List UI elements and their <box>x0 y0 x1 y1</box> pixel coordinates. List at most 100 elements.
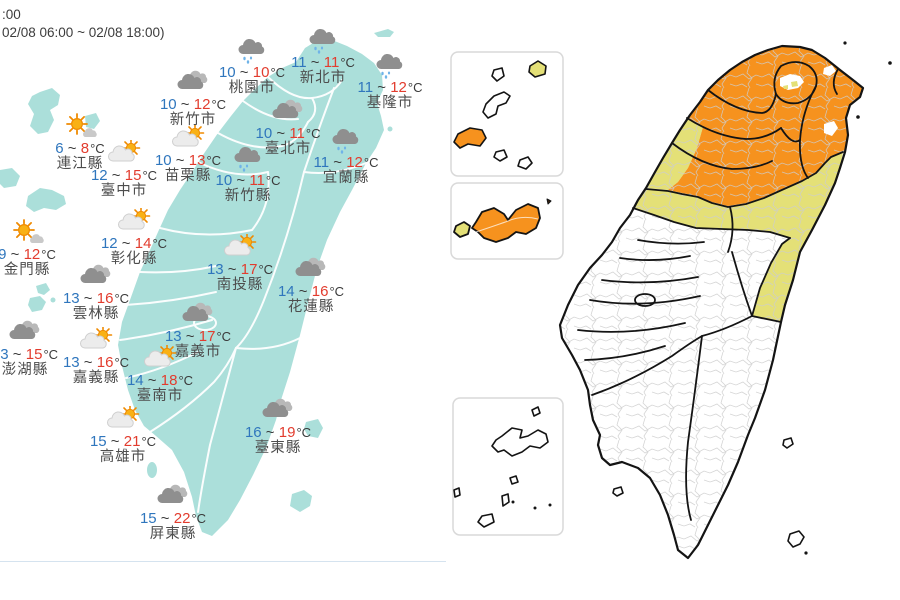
high-temperature: 12 <box>193 96 211 113</box>
partly-cloudy-icon <box>76 208 192 235</box>
county-name: 金門縣 <box>3 262 51 278</box>
weather-station: 6 ~ 8°C 連江縣 <box>22 113 138 173</box>
inset-penghu <box>452 397 564 536</box>
township-borders <box>560 46 863 558</box>
high-temperature: 11 <box>249 172 265 189</box>
county-name: 臺中市 <box>100 183 148 199</box>
temperature-unit: °C <box>206 153 222 168</box>
cloudy-icon <box>140 301 256 328</box>
low-temperature: 14 <box>126 372 144 389</box>
temperature-range: 11 ~ 12°C <box>357 79 423 96</box>
partly-cloudy-icon <box>66 140 182 167</box>
green-island <box>304 419 323 438</box>
temperature-unit: °C <box>216 329 232 344</box>
weather-station: 12 ~ 15°C 臺中市 <box>66 140 182 200</box>
county-name: 苗栗縣 <box>164 168 212 184</box>
low-temperature: 15 <box>89 433 107 450</box>
rain-cloud-icon <box>332 52 448 79</box>
temperature-range: 15 ~ 21°C <box>89 433 157 450</box>
temperature-unit: °C <box>152 236 168 251</box>
temperature-unit: °C <box>270 65 286 80</box>
weather-station: 11 ~ 12°C 宜蘭縣 <box>288 127 404 187</box>
temperature-range: 11 ~ 12°C <box>313 154 379 171</box>
cloudy-icon <box>230 98 346 125</box>
temperature-range: 11 ~ 11°C <box>291 54 355 71</box>
low-temperature: 12 <box>100 235 118 252</box>
high-temperature: 10 <box>252 64 270 81</box>
temperature-range: 12 ~ 14°C <box>100 235 168 252</box>
county-name: 臺北市 <box>264 141 312 157</box>
temperature-unit: °C <box>90 141 105 156</box>
high-temperature: 11 <box>289 125 305 142</box>
weather-station: 9 ~ 12°C 金門縣 <box>0 219 85 279</box>
temperature-range: 13 ~ 15°C <box>0 347 83 362</box>
cloudy-icon <box>220 397 336 424</box>
low-temperature: 10 <box>218 64 236 81</box>
temperature-range: 10 ~ 13°C <box>154 152 222 169</box>
temperature-unit: °C <box>41 247 56 262</box>
temperature-range: 15 ~ 22°C <box>139 510 207 527</box>
county-name: 澎湖縣 <box>1 362 49 378</box>
temperature-unit: °C <box>178 373 194 388</box>
cloudy-icon <box>38 263 154 290</box>
temperature-unit: °C <box>363 155 379 170</box>
cloudy-icon <box>115 483 231 510</box>
weather-station: 15 ~ 21°C 高雄市 <box>65 406 181 466</box>
temperature-unit: °C <box>305 126 321 141</box>
high-temperature: 21 <box>123 433 141 450</box>
low-temperature: 12 <box>90 167 108 184</box>
temperature-unit: °C <box>265 173 281 188</box>
partly-cloudy-icon <box>130 125 246 152</box>
partly-cloudy-icon <box>182 234 298 261</box>
temperature-unit: °C <box>296 425 312 440</box>
weather-station: 13 ~ 17°C 嘉義市 <box>140 301 256 361</box>
temperature-range: 14 ~ 16°C <box>277 283 345 300</box>
temperature-unit: °C <box>114 355 130 370</box>
rain-cloud-icon <box>194 37 310 64</box>
kinmen-island <box>453 198 552 243</box>
penghu-islands <box>36 283 50 295</box>
sunny-icon <box>0 219 85 246</box>
high-temperature: 11 <box>323 54 340 71</box>
low-temperature: 9 <box>0 246 7 263</box>
cloudy-icon <box>0 319 83 346</box>
county-name: 臺南市 <box>136 388 184 404</box>
rain-cloud-icon <box>190 145 306 172</box>
low-temperature: 10 <box>255 125 273 142</box>
high-temperature: 15 <box>25 346 43 363</box>
station-labels: 11 ~ 11°C 新北市 11 ~ 12°C 基隆市 10 ~ 10°C 桃園市 10 ~… <box>0 28 448 542</box>
high-temperature: 12 <box>346 154 363 171</box>
county-name: 新北市 <box>299 70 347 86</box>
high-temperature: 8 <box>80 140 90 157</box>
temperature-range: 9 ~ 12°C <box>0 246 56 263</box>
high-temperature: 16 <box>96 354 114 371</box>
forecast-period: :00 02/08 06:00 ~ 02/08 18:00) <box>2 6 165 42</box>
temperature-unit: °C <box>340 55 355 70</box>
weather-station: 10 ~ 12°C 新竹市 <box>135 69 251 129</box>
partly-cloudy-icon <box>65 406 181 433</box>
weather-station: 14 ~ 16°C 花蓮縣 <box>253 256 369 316</box>
weather-station: 12 ~ 14°C 彰化縣 <box>76 208 192 268</box>
low-temperature: 14 <box>277 283 295 300</box>
temperature-unit: °C <box>141 434 157 449</box>
temperature-unit: °C <box>114 291 130 306</box>
low-temperature: 13 <box>0 346 9 363</box>
weather-station: 13 ~ 17°C 南投縣 <box>182 234 298 294</box>
high-temperature: 17 <box>198 328 216 345</box>
temperature-range: 16 ~ 19°C <box>244 424 312 441</box>
temperature-unit: °C <box>329 284 345 299</box>
county-name: 雲林縣 <box>72 306 120 322</box>
high-temperature: 16 <box>96 290 114 307</box>
high-temperature: 22 <box>173 510 191 527</box>
county-name: 臺東縣 <box>254 440 302 456</box>
temperature-range: 10 ~ 11°C <box>215 172 281 189</box>
low-temperature: 11 <box>291 54 307 71</box>
weather-station: 13 ~ 16°C 雲林縣 <box>38 263 154 323</box>
temperature-range: 13 ~ 16°C <box>62 290 130 307</box>
temperature-range: 10 ~ 11°C <box>255 125 321 142</box>
low-temperature: 11 <box>313 154 330 171</box>
cloudy-icon <box>253 256 369 283</box>
county-name: 宜蘭縣 <box>322 170 370 186</box>
low-temperature: 16 <box>244 424 262 441</box>
